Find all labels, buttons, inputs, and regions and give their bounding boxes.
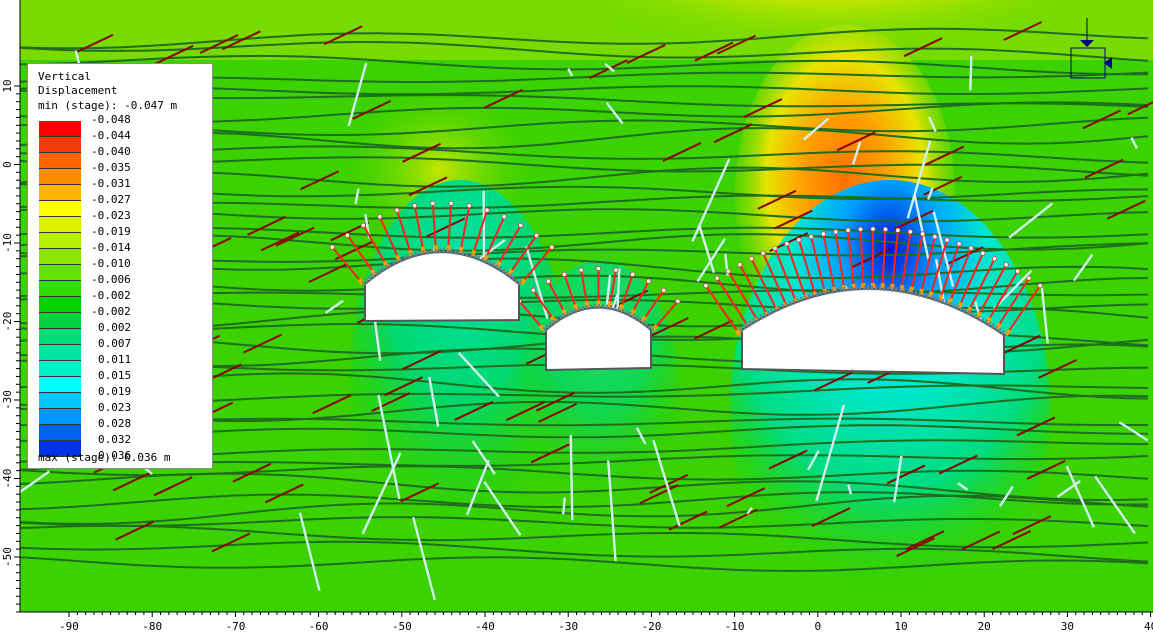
y-tick-label: -10	[1, 233, 14, 253]
x-tick-label: 0	[814, 620, 821, 633]
liner-middle	[542, 304, 655, 332]
legend-swatch	[39, 409, 81, 425]
x-tick-label: 40	[1144, 620, 1153, 633]
y-tick-label: 0	[1, 161, 14, 168]
legend-swatch	[39, 329, 81, 345]
legend-title: Vertical Displacement	[38, 70, 118, 97]
liner-right	[738, 285, 1008, 338]
legend-swatch	[39, 393, 81, 409]
x-tick-label: 30	[1061, 620, 1074, 633]
legend-swatch	[39, 185, 81, 201]
legend-swatch	[39, 425, 81, 441]
legend-label: 0.032	[98, 433, 132, 446]
y-axis: 10 0 -10 -20 -30 -40 -50	[1, 79, 20, 613]
legend-swatch	[39, 441, 81, 457]
x-tick-label: -70	[225, 620, 245, 633]
legend-label: -0.002	[91, 289, 131, 302]
y-tick-label: -40	[1, 469, 14, 489]
legend-swatch	[39, 249, 81, 265]
x-tick-label: 10	[894, 620, 907, 633]
x-tick-label: -40	[475, 620, 495, 633]
legend-label: 0.015	[98, 369, 132, 382]
x-tick-label: -30	[558, 620, 578, 633]
x-tick-label: -90	[59, 620, 79, 633]
legend-swatch	[39, 297, 81, 313]
legend-label: 0.028	[98, 417, 132, 430]
legend-label: -0.044	[91, 129, 131, 142]
legend-label: 0.011	[98, 353, 132, 366]
legend-swatch	[39, 345, 81, 361]
legend-swatch	[39, 121, 81, 137]
legend-label: -0.040	[91, 145, 131, 158]
legend-swatch	[39, 313, 81, 329]
water-table-marker-icon	[1070, 18, 1112, 79]
legend-min-text: min (stage): -0.047 m	[38, 99, 178, 112]
legend-panel[interactable]: Vertical Displacement min (stage): -0.04…	[27, 63, 213, 469]
legend-label: -0.019	[91, 225, 131, 238]
legend-swatch	[39, 233, 81, 249]
y-tick-label: -50	[1, 547, 14, 567]
legend-label: 0.019	[98, 385, 132, 398]
legend-label: -0.006	[91, 273, 131, 286]
legend-label: -0.014	[91, 241, 131, 254]
legend-label: -0.035	[91, 161, 131, 174]
legend-swatch	[39, 361, 81, 377]
legend-label: -0.023	[91, 209, 131, 222]
x-tick-label: 20	[978, 620, 991, 633]
x-tick-label: -50	[392, 620, 412, 633]
y-tick-label: -30	[1, 390, 14, 410]
y-axis-bar	[0, 0, 20, 635]
legend-swatch	[39, 153, 81, 169]
x-axis: -90 -80 -70 -60 -50 -40 -30 -20 -10 0 10 20 30 40	[59, 612, 1153, 633]
legend-label: -0.002	[91, 305, 131, 318]
legend-label: 0.002	[98, 321, 132, 334]
legend-swatch	[39, 137, 81, 153]
legend-label: 0.036	[98, 449, 132, 462]
legend-label: 0.023	[98, 401, 132, 414]
y-tick-label: 10	[1, 79, 14, 92]
legend-swatch	[39, 281, 81, 297]
legend-label: -0.027	[91, 193, 131, 206]
legend-swatch	[39, 377, 81, 393]
y-tick-label: -20	[1, 312, 14, 332]
legend-label: -0.010	[91, 257, 131, 270]
legend-max-text: max (stage): 0.036 m	[38, 451, 171, 464]
legend-label: 0.007	[98, 337, 132, 350]
x-tick-label: -20	[641, 620, 661, 633]
x-tick-label: -10	[725, 620, 745, 633]
x-tick-label: -60	[309, 620, 329, 633]
legend-swatch	[39, 169, 81, 185]
legend-swatch	[39, 217, 81, 233]
x-axis-bar	[0, 612, 1153, 635]
legend-label: -0.048	[91, 113, 131, 126]
x-tick-label: -80	[142, 620, 162, 633]
legend-swatch	[39, 201, 81, 217]
legend-label: -0.031	[91, 177, 131, 190]
legend-swatch	[39, 265, 81, 281]
